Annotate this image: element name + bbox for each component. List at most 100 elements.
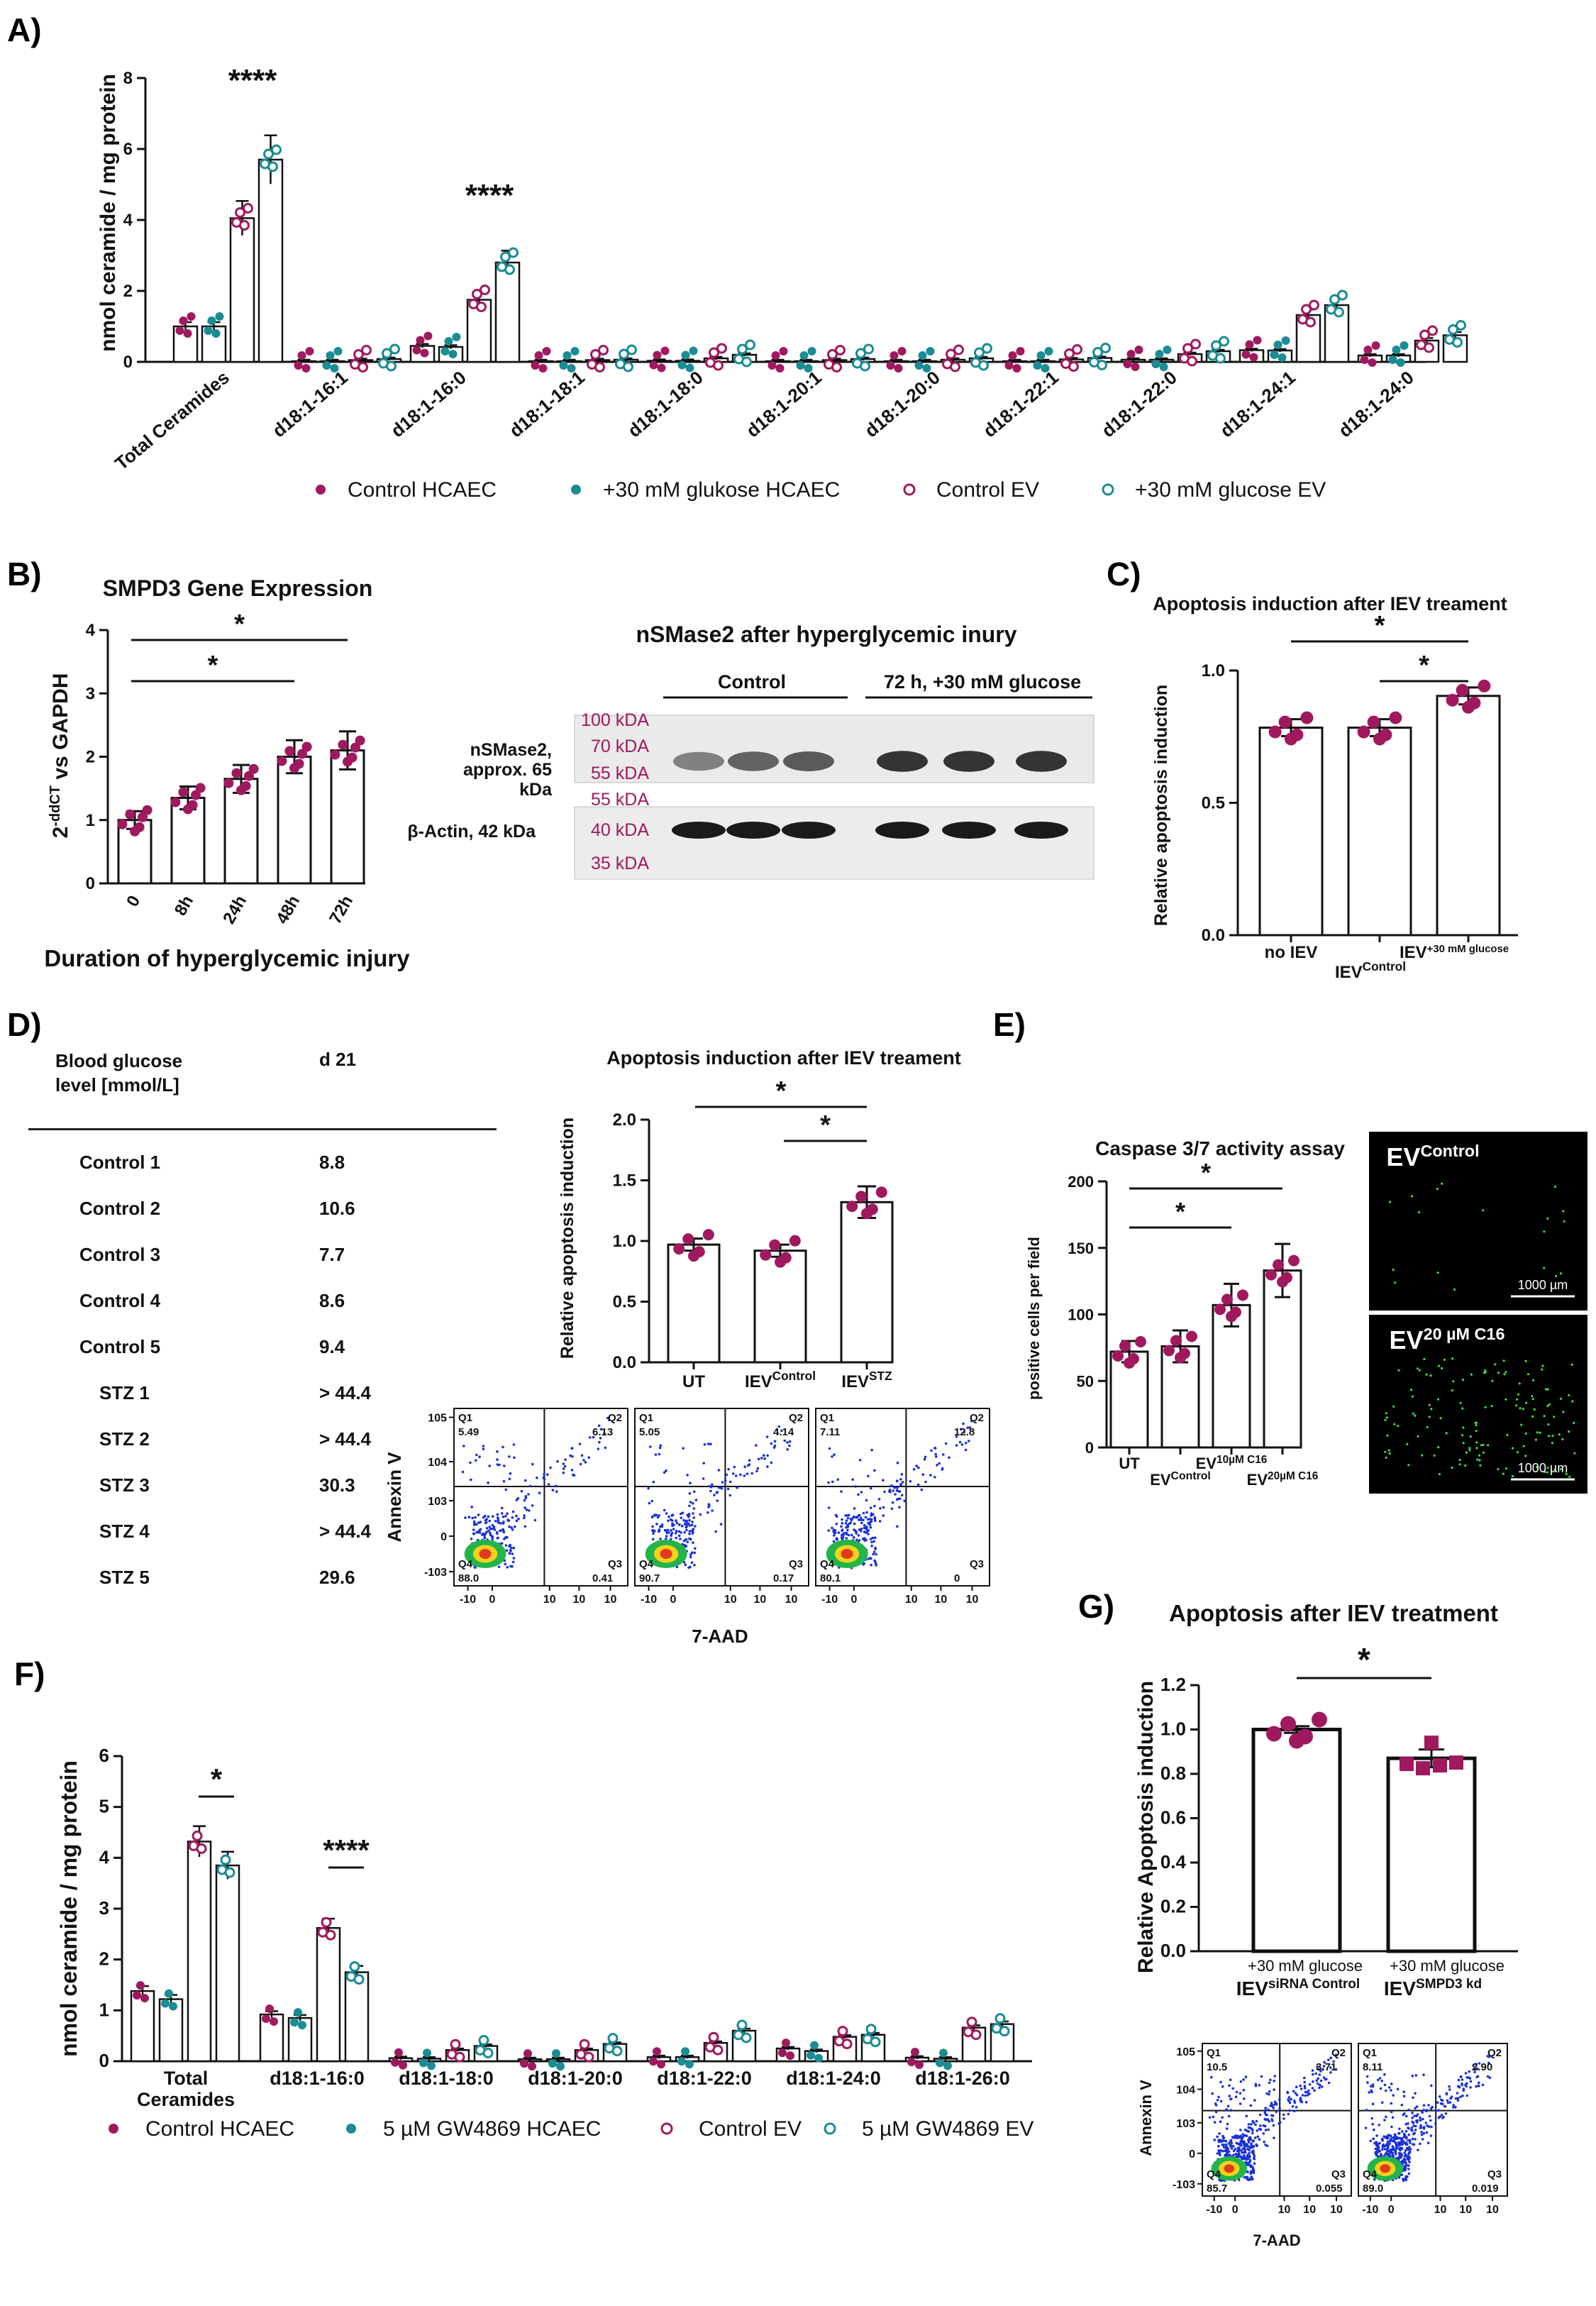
panel-a-data-point xyxy=(894,364,903,373)
flow-d-plot-2-event xyxy=(683,1530,686,1534)
flow-d-plot-1-event xyxy=(608,1418,611,1422)
flow-d-plot-1-x-tick-label: 10 xyxy=(604,1594,617,1606)
flow-g-plot-1-event xyxy=(1217,2095,1220,2099)
flow-d-plot-1-event xyxy=(479,1521,482,1523)
panel-a-data-point xyxy=(626,344,637,355)
row-name: Control 2 xyxy=(79,1198,161,1219)
panel-e-cell xyxy=(1558,1433,1561,1436)
flow-d-plot-2-event xyxy=(671,1524,674,1527)
flow-d-plot-2-event xyxy=(766,1454,769,1457)
panel-e-cell xyxy=(1553,1416,1556,1418)
flow-g-plot-2-event xyxy=(1390,2136,1394,2139)
panel-e-data-point xyxy=(1226,1311,1237,1323)
flow-d-plot-3-event xyxy=(968,1426,971,1429)
flow-d-plot-1-event xyxy=(488,1464,491,1467)
flow-g-plot-1-event xyxy=(1223,2149,1226,2153)
panel-a-data-point xyxy=(982,343,992,354)
flow-g-plot-1-event xyxy=(1286,2091,1290,2095)
flow-d-plot-3-event xyxy=(827,1506,831,1509)
flow-d-plot-3-x-tick-label: 10 xyxy=(935,1594,948,1606)
flow-g-plot-2-event xyxy=(1407,2108,1410,2112)
flow-d-plot-2-event xyxy=(667,1515,670,1518)
flow-d-plot-1-event xyxy=(497,1521,500,1524)
flow-g-plot-2-event xyxy=(1422,2073,1425,2076)
flow-g-plot-1-event xyxy=(1269,2078,1272,2082)
flow-d-plot-1-event xyxy=(549,1466,552,1469)
flow-g-plot-2-q2-label: Q2 xyxy=(1487,2047,1502,2059)
flow-d-plot-3-event xyxy=(870,1512,873,1515)
flow-d-plot-1-event xyxy=(478,1531,482,1534)
flow-d-plot-2-event xyxy=(763,1457,766,1460)
panel-a-data-point xyxy=(590,349,601,360)
flow-g-plot-1-event xyxy=(1303,2076,1306,2080)
table-row: STZ 2 > 44.4 xyxy=(28,1407,497,1453)
flow-d-plot-3-event xyxy=(858,1513,860,1517)
flow-d-plot-3-event xyxy=(846,1528,849,1532)
panel-e-cell xyxy=(1425,1373,1428,1376)
panel-a-data-point xyxy=(1456,320,1466,331)
panel-e-cell xyxy=(1512,1447,1514,1450)
panel-f-sig-total-sig-star: * xyxy=(211,1762,223,1796)
flow-d-plot-3-event xyxy=(867,1529,870,1532)
panel-d-data-point xyxy=(789,1235,801,1247)
flow-d-plot-1-event xyxy=(536,1477,538,1479)
panel-f-data-point xyxy=(140,1994,149,2003)
flow-d-plot-3-event xyxy=(870,1557,872,1560)
flow-g-plot-2-event xyxy=(1400,2173,1404,2176)
flow-g-plot-1-event xyxy=(1229,2078,1232,2081)
flow-d-plot-2-event xyxy=(663,1471,666,1474)
flow-d-plot-2-event xyxy=(688,1504,691,1508)
flow-d-plot-3-event xyxy=(853,1522,856,1526)
flow-d-plot-3-event xyxy=(892,1489,894,1492)
panel-f-data-point xyxy=(782,2039,790,2048)
panel-a-data-point xyxy=(263,148,274,160)
table-header-day: d 21 xyxy=(319,1049,357,1070)
flow-d-plot-1-event xyxy=(471,1516,474,1520)
flow-d-plot-2-event xyxy=(685,1538,688,1541)
panel-e-cell xyxy=(1546,1388,1549,1391)
panel-e-cell xyxy=(1474,1421,1477,1425)
flow-g-plot-2-event xyxy=(1383,2073,1386,2076)
flow-g-plot-1-event xyxy=(1303,2085,1307,2087)
flow-d-plot-1-event xyxy=(562,1462,565,1465)
flow-d-plot-1-event xyxy=(514,1525,516,1528)
panel-e-cell xyxy=(1437,1446,1440,1449)
row-value: 30.3 xyxy=(319,1474,355,1496)
flow-d-plot-1-event xyxy=(472,1520,476,1523)
panel-d-sig-2-sig-star: * xyxy=(820,1110,831,1140)
panel-f-data-point xyxy=(657,2060,665,2069)
panel-e-cell xyxy=(1475,1441,1478,1444)
flow-g-plot-2-event xyxy=(1371,2102,1375,2105)
flow-g-plot-1-q3-label: Q3 xyxy=(1331,2168,1346,2180)
flow-d-plot-2-event xyxy=(688,1530,692,1533)
flow-g-plot-1-event xyxy=(1315,2079,1319,2082)
panel-f-data-point xyxy=(778,2048,787,2058)
flow-g-plot-1-event xyxy=(1322,2076,1326,2079)
flow-g-plot-2-event xyxy=(1413,2131,1416,2134)
panel-c-data-point xyxy=(1478,679,1491,693)
panel-e-cell xyxy=(1502,1472,1504,1475)
flow-g-plot-2-q1-value: 8.11 xyxy=(1363,2061,1382,2073)
panel-a-data-point xyxy=(807,347,816,355)
panel-c-data-point xyxy=(1373,732,1386,746)
flow-g-plot-1-event xyxy=(1238,2146,1241,2149)
flow-g-plot-1-event xyxy=(1222,2146,1226,2148)
flow-g-plot-1-event xyxy=(1271,2104,1274,2108)
panel-a-data-point xyxy=(1004,361,1014,370)
flow-d-plot-2-event xyxy=(688,1532,691,1535)
blot-title: nSMase2 after hyperglycemic inury xyxy=(636,622,1016,647)
flow-g-plot-2-event xyxy=(1420,2131,1423,2134)
panel-f-data-point xyxy=(133,1991,141,2000)
panel-a-data-point xyxy=(660,346,670,355)
flow-d-plot-1-event xyxy=(582,1459,585,1462)
panel-f-data-point xyxy=(136,1981,145,1990)
panel-f-data-point xyxy=(450,2039,461,2050)
flow-g-plot-1-event xyxy=(1249,2104,1253,2107)
flow-d-plot-3-event xyxy=(912,1468,916,1471)
panel-e-scalebar-label: 1000 µm xyxy=(1518,1461,1568,1475)
flow-d-plot-1-event xyxy=(564,1458,567,1461)
flow-d-plot-2-event xyxy=(733,1465,736,1469)
panel-a-data-point xyxy=(1134,346,1143,354)
flow-g-plot-2-event xyxy=(1434,2122,1437,2125)
flow-g-plot-2-event xyxy=(1390,2110,1393,2114)
